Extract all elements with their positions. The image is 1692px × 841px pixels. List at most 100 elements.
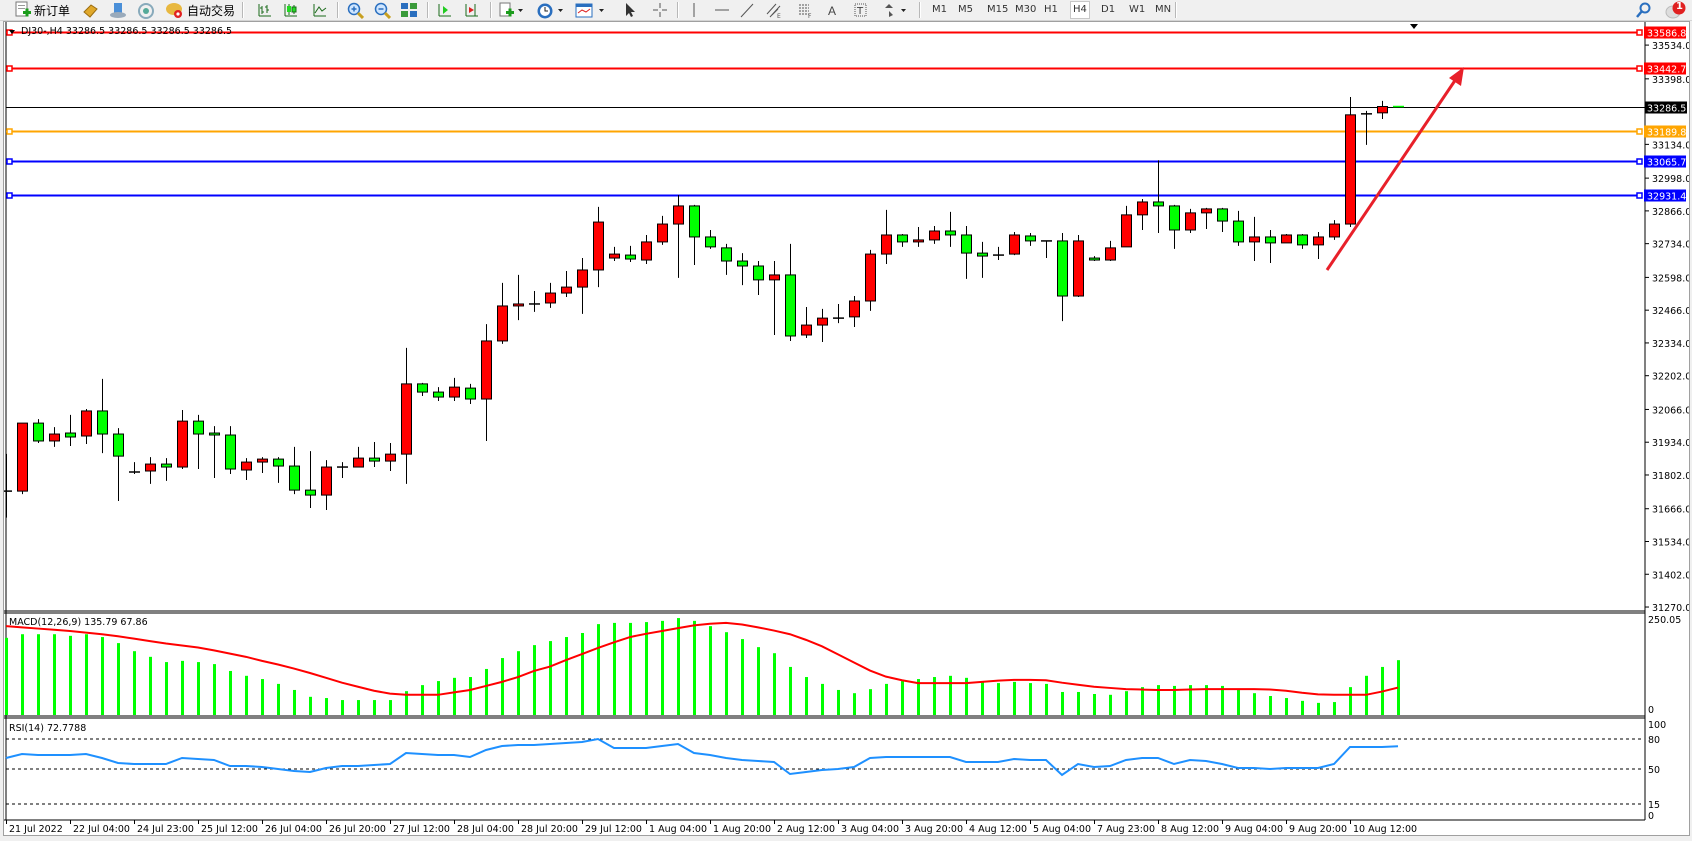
search-button[interactable] <box>1636 1 1652 19</box>
candle-body <box>241 461 252 471</box>
candle-body <box>1217 208 1228 222</box>
timeframe-w1-button[interactable]: W1 <box>1129 4 1146 15</box>
candle <box>977 241 988 278</box>
macd-histogram-bar <box>1125 691 1128 715</box>
candle <box>177 409 188 470</box>
timeframe-h4-button[interactable]: H4 <box>1070 1 1090 19</box>
chart-shift-button[interactable] <box>464 1 480 19</box>
signals-button[interactable] <box>137 1 155 19</box>
text-label-tool-button[interactable]: T <box>854 1 868 19</box>
svg-text:F: F <box>808 13 812 18</box>
candlestick-chart-button[interactable] <box>283 1 299 19</box>
time-label: 29 Jul 12:00 <box>585 824 642 835</box>
timeframe-h1-button[interactable]: H1 <box>1044 4 1058 15</box>
arrows-tool-button[interactable] <box>882 1 910 19</box>
fibonacci-tool-button[interactable]: F <box>797 1 813 19</box>
candle <box>81 408 92 444</box>
candle <box>337 462 348 478</box>
macd-histogram-bar <box>133 651 136 715</box>
time-label: 28 Jul 04:00 <box>457 824 514 835</box>
price-tick-label: 31270.0 <box>1652 603 1689 614</box>
candle <box>1057 232 1068 322</box>
macd-histogram-bar <box>613 622 616 715</box>
candle <box>753 261 764 296</box>
candle-body <box>273 458 284 467</box>
indicators-button[interactable] <box>498 1 524 19</box>
candle-body <box>609 253 620 259</box>
bar-chart-icon <box>258 4 271 17</box>
candle <box>529 291 540 312</box>
level-line-handle <box>1636 158 1643 165</box>
cursor-tool-button[interactable] <box>623 1 637 19</box>
current-price-badge <box>1645 101 1687 114</box>
timeframe-m15-button[interactable]: M15 <box>987 4 1009 15</box>
macd-histogram-bar <box>149 656 152 715</box>
new-order-button[interactable]: 新订单 <box>14 1 70 19</box>
candle <box>769 261 780 335</box>
equidistant-channel-tool-button[interactable]: E <box>766 1 782 19</box>
candle-body <box>1025 235 1036 242</box>
notification-icon <box>1665 1 1686 18</box>
candle <box>849 296 860 328</box>
macd-histogram-bar <box>1237 689 1240 715</box>
zoom-in-button[interactable] <box>347 1 364 19</box>
crosshair-tool-button[interactable] <box>652 1 668 19</box>
auto-trading-button[interactable]: 自动交易 <box>165 1 235 19</box>
timeframe-m5-button[interactable]: M5 <box>958 4 973 15</box>
candle-body <box>545 292 556 304</box>
notifications-button[interactable]: 1 <box>1664 1 1688 19</box>
auto-scroll-button[interactable] <box>437 1 453 19</box>
terminal-button[interactable] <box>109 1 127 19</box>
timeframe-d1-button[interactable]: D1 <box>1101 4 1116 15</box>
macd-histogram-bar <box>517 651 520 715</box>
candle-body <box>417 383 428 393</box>
timeframe-m30-button[interactable]: M30 <box>1015 4 1037 15</box>
price-tick-label: 32334.0 <box>1652 339 1689 350</box>
candle <box>241 458 252 480</box>
candle-body <box>81 410 92 437</box>
macd-histogram-bar <box>453 677 456 715</box>
indicators-icon <box>499 2 523 16</box>
auto-trading-label: 自动交易 <box>187 3 236 18</box>
candle <box>65 414 76 446</box>
candle-body <box>1185 212 1196 231</box>
candle-body <box>913 239 924 243</box>
candle <box>929 226 940 244</box>
trendline-tool-button[interactable] <box>739 1 755 19</box>
candle <box>961 226 972 279</box>
chart-window[interactable]: 33534.0 33398.0 33134.0 32998.0 32866.0 32734… <box>3 21 1690 836</box>
time-label: 27 Jul 12:00 <box>393 824 450 835</box>
rsi-axis-label: 80 <box>1648 735 1660 746</box>
candle <box>1233 210 1244 246</box>
macd-histogram-bar <box>389 700 392 715</box>
price-tick-label: 32598.0 <box>1652 273 1689 284</box>
new-order-icon <box>15 1 31 17</box>
candle <box>1041 240 1052 259</box>
periods-button[interactable] <box>536 1 566 19</box>
line-chart-button[interactable] <box>312 1 328 19</box>
candle <box>113 428 124 502</box>
time-label: 4 Aug 12:00 <box>969 824 1027 835</box>
candle-body <box>1089 257 1100 261</box>
timeframe-mn-button[interactable]: MN <box>1155 4 1172 15</box>
bar-chart-button[interactable] <box>257 1 273 19</box>
tile-windows-button[interactable] <box>400 1 418 19</box>
candle <box>817 308 828 342</box>
current-price-label: 33286.5 <box>1647 104 1686 115</box>
market-watch-button[interactable] <box>82 1 99 19</box>
zoom-out-button[interactable] <box>374 1 391 19</box>
timeframe-m1-button[interactable]: M1 <box>932 4 947 15</box>
horizontal-line-tool-button[interactable] <box>714 1 730 19</box>
text-tool-button[interactable]: A <box>827 1 839 19</box>
candle <box>1313 231 1324 260</box>
price-chart[interactable]: 33534.0 33398.0 33134.0 32998.0 32866.0 32734… <box>4 22 1689 835</box>
macd-histogram-bar <box>293 689 296 715</box>
vertical-line-tool-button[interactable] <box>688 1 700 19</box>
candle <box>369 441 380 468</box>
text-label-icon: T <box>854 3 867 17</box>
candle-body <box>161 463 172 468</box>
level-price-badge <box>1644 189 1686 202</box>
templates-button[interactable] <box>575 1 607 19</box>
time-label: 26 Jul 20:00 <box>329 824 386 835</box>
time-label: 1 Aug 04:00 <box>649 824 707 835</box>
